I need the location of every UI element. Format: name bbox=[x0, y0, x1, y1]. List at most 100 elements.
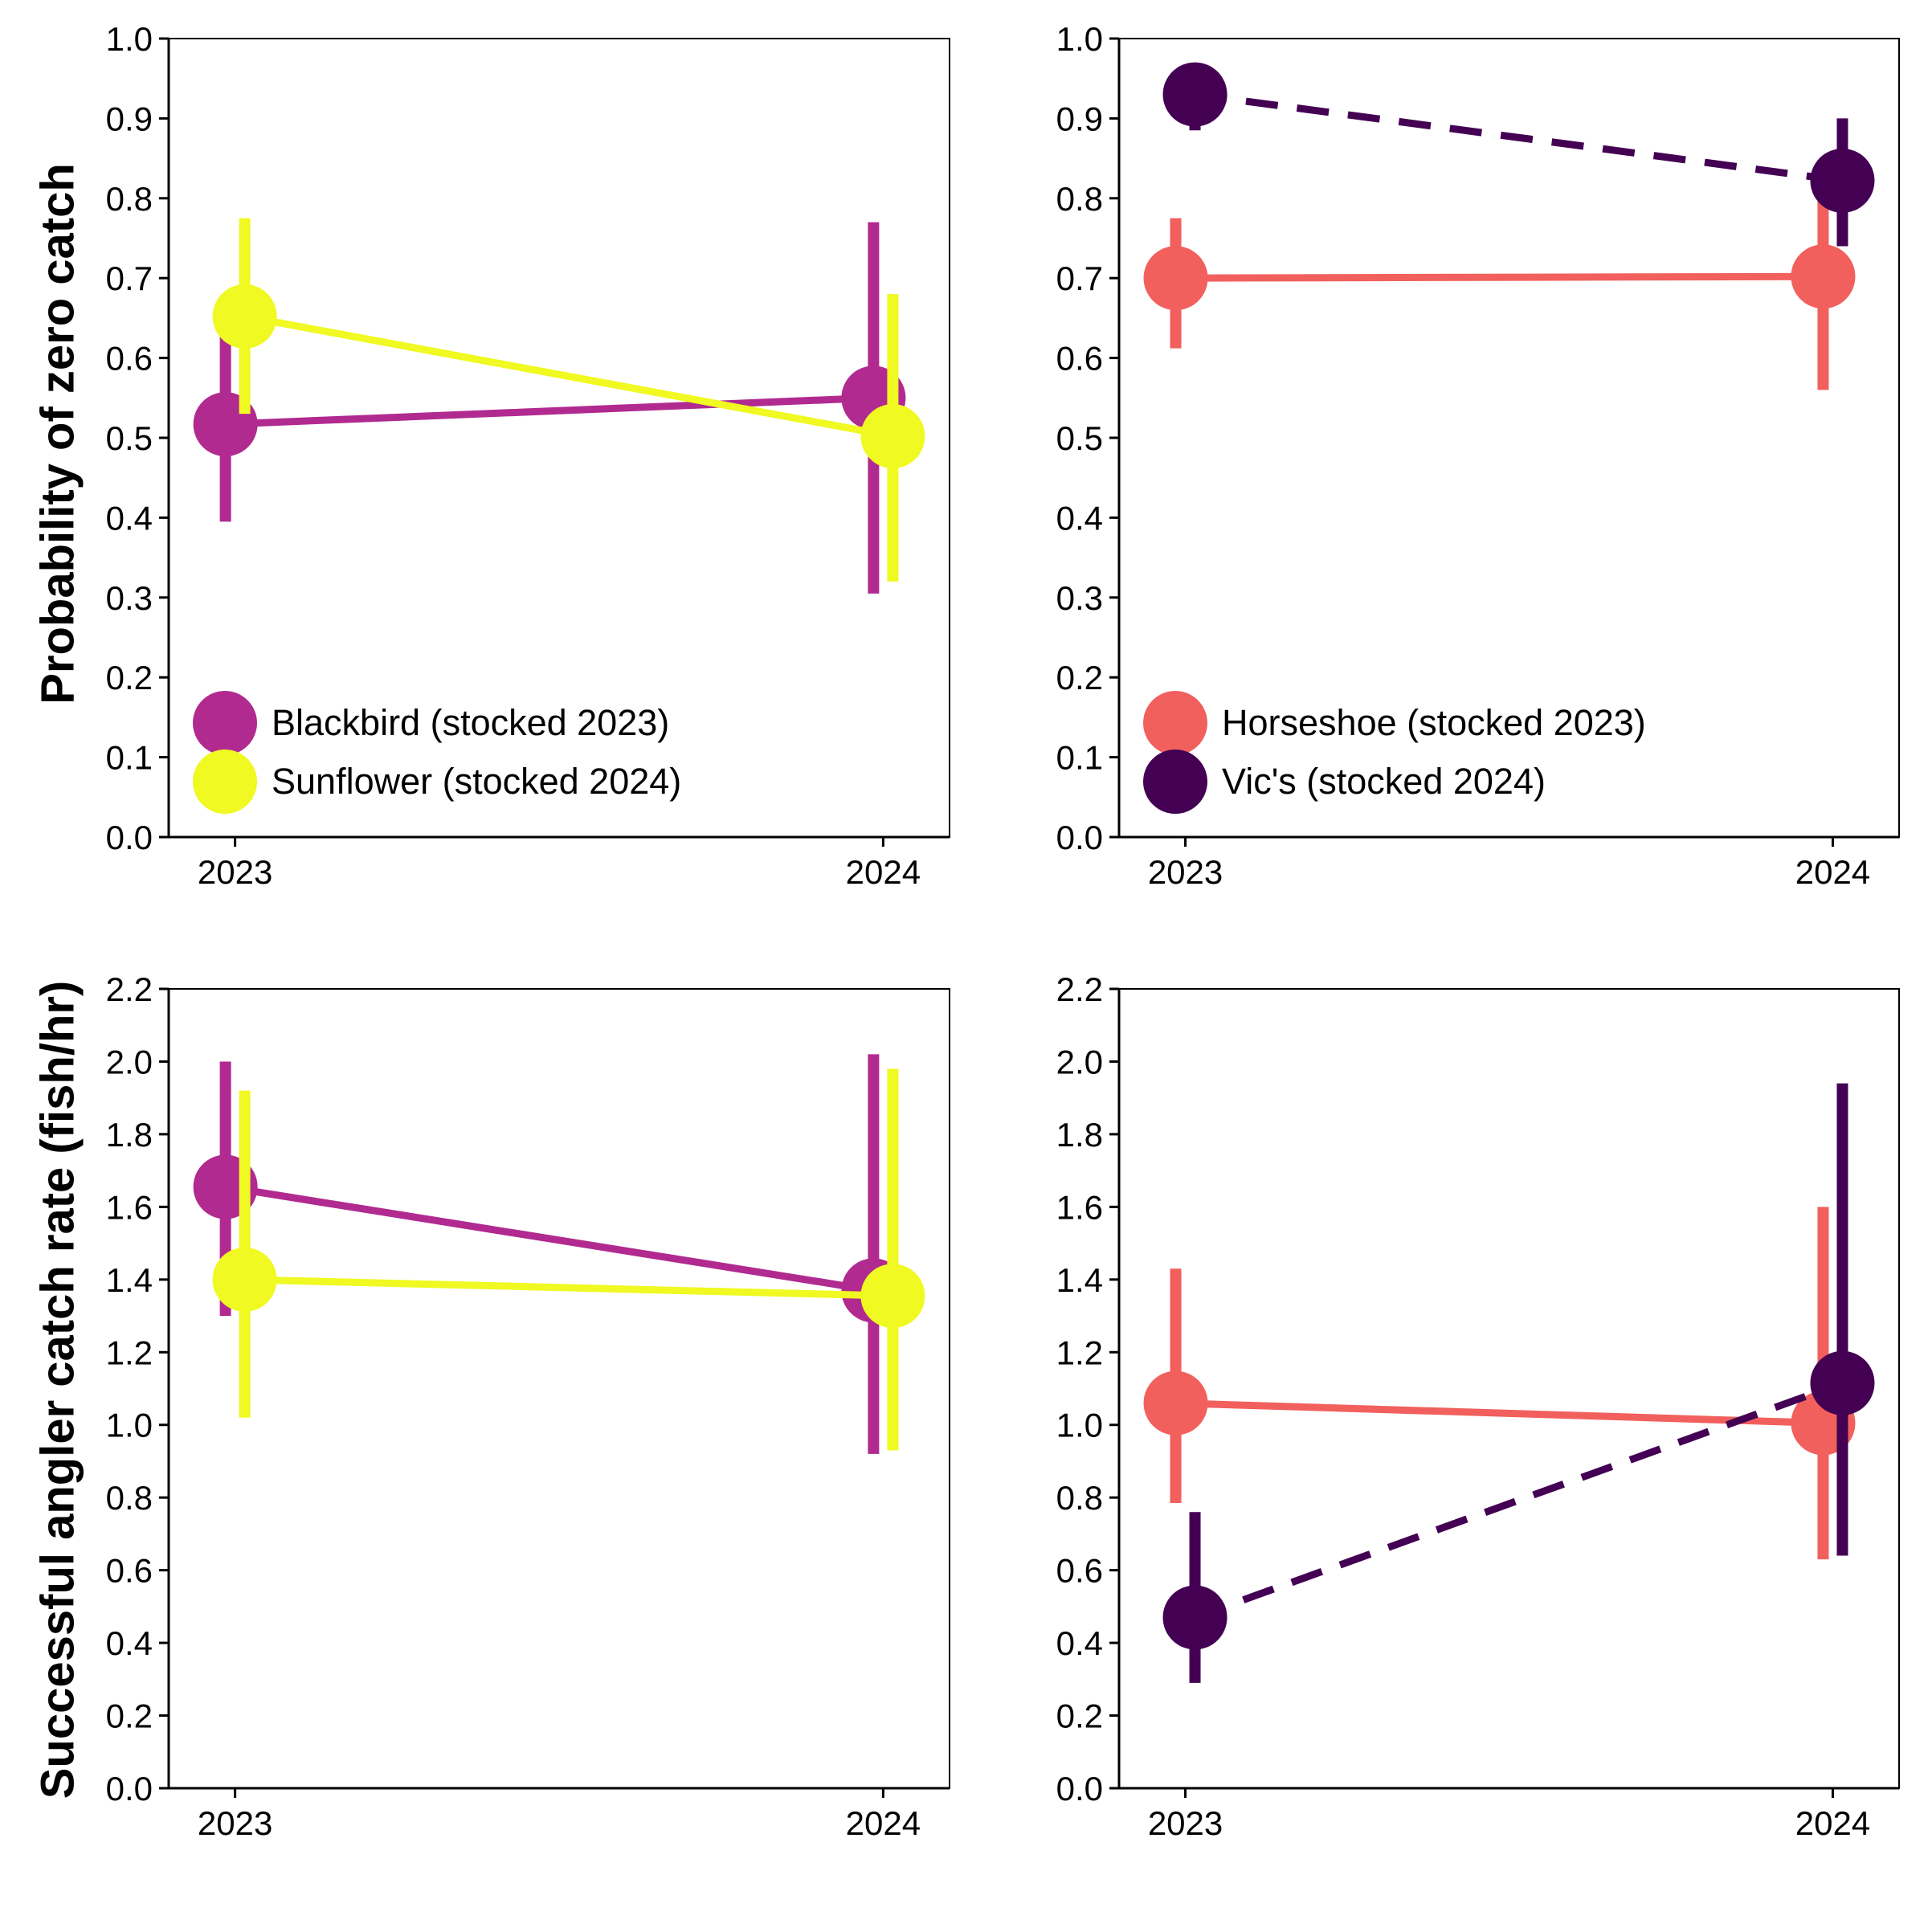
data-point bbox=[212, 284, 277, 349]
series-line bbox=[225, 394, 874, 428]
y-tick-label: 1.6 bbox=[1056, 1188, 1103, 1226]
legend: Blackbird (stocked 2023) Sunflower (stock… bbox=[193, 691, 681, 814]
y-tick-label: 0.0 bbox=[1056, 819, 1103, 856]
series-sunflower bbox=[212, 1068, 925, 1451]
y-tick-label: 1.2 bbox=[1056, 1334, 1103, 1371]
data-point bbox=[1143, 246, 1208, 311]
y-tick-label: 0.1 bbox=[106, 739, 153, 777]
y-tick-label: 0.4 bbox=[106, 499, 153, 537]
x-tick-label: 2024 bbox=[846, 853, 921, 891]
y-tick-label: 0.6 bbox=[1056, 340, 1103, 378]
x-tick-label: 2023 bbox=[1148, 853, 1223, 891]
data-point bbox=[1143, 1370, 1208, 1436]
y-tick-label: 0.8 bbox=[1056, 180, 1103, 218]
series-line bbox=[1194, 1379, 1844, 1621]
series-line bbox=[224, 1183, 875, 1294]
y-tick-label: 0.0 bbox=[106, 1770, 153, 1807]
series-vics bbox=[1162, 1083, 1875, 1683]
y-tick-label: 1.4 bbox=[1056, 1261, 1103, 1299]
y-axis-title-top: Probability of zero catch bbox=[31, 163, 84, 705]
y-tick-label: 0.2 bbox=[106, 1697, 153, 1735]
y-tick-label: 0.8 bbox=[106, 180, 153, 218]
legend-label: Vic's (stocked 2024) bbox=[1222, 761, 1546, 802]
data-point bbox=[860, 1264, 925, 1329]
y-tick-label: 0.3 bbox=[1056, 579, 1103, 617]
y-tick-label: 1.0 bbox=[1056, 1407, 1103, 1444]
y-tick-label: 1.0 bbox=[106, 20, 153, 58]
legend-label: Horseshoe (stocked 2023) bbox=[1222, 702, 1646, 743]
legend-label: Sunflower (stocked 2024) bbox=[272, 761, 681, 802]
y-tick-label: 0.5 bbox=[106, 419, 153, 457]
plot-frame bbox=[168, 988, 950, 1789]
panel-bottom-left: 0.0 0.2 0.4 0.6 0.8 1.0 1.2 1.4 1.6 1.8 2.0 2.2 2023… bbox=[106, 970, 950, 1842]
series-line bbox=[1175, 272, 1824, 282]
plot-frame bbox=[1118, 988, 1900, 1789]
data-point bbox=[1810, 1350, 1875, 1415]
legend-marker bbox=[1143, 750, 1207, 814]
legend-label: Blackbird (stocked 2023) bbox=[272, 702, 669, 743]
data-point bbox=[1162, 1585, 1227, 1650]
x-tick-label: 2024 bbox=[1795, 1804, 1870, 1842]
legend: Horseshoe (stocked 2023) Vic's (stocked 2… bbox=[1143, 691, 1646, 814]
y-tick-label: 0.2 bbox=[1056, 659, 1103, 696]
y-tick-label: 0.8 bbox=[1056, 1479, 1103, 1517]
y-tick-label: 1.6 bbox=[106, 1188, 153, 1226]
series-vics bbox=[1162, 62, 1875, 247]
y-tick-label: 0.6 bbox=[106, 1552, 153, 1590]
x-tick-label: 2023 bbox=[198, 1804, 272, 1842]
y-tick-label: 0.0 bbox=[106, 819, 153, 856]
y-tick-label: 2.0 bbox=[106, 1043, 153, 1080]
y-tick-label: 1.8 bbox=[106, 1116, 153, 1154]
x-tick-label: 2023 bbox=[1148, 1804, 1223, 1842]
y-tick-label: 2.0 bbox=[1056, 1043, 1103, 1080]
legend-marker bbox=[193, 750, 257, 814]
series-blackbird bbox=[193, 222, 906, 594]
y-tick-label: 0.6 bbox=[106, 340, 153, 378]
legend-marker bbox=[1143, 691, 1207, 755]
y-tick-label: 0.6 bbox=[1056, 1552, 1103, 1590]
series-line bbox=[1175, 1399, 1824, 1427]
panel-bottom-right: 0.0 0.2 0.4 0.6 0.8 1.0 1.2 1.4 1.6 1.8 2.0 2.2 2023… bbox=[1056, 970, 1900, 1842]
y-tick-label: 2.2 bbox=[106, 970, 153, 1008]
y-tick-label: 0.5 bbox=[1056, 419, 1103, 457]
panel-top-right: 0.0 0.1 0.2 0.3 0.4 0.5 0.6 0.7 0.8 0.9 1.0 2023 202… bbox=[1056, 20, 1900, 891]
series-sunflower bbox=[212, 218, 925, 582]
series-line bbox=[243, 312, 894, 440]
x-tick-label: 2024 bbox=[846, 1804, 921, 1842]
y-tick-label: 0.2 bbox=[1056, 1697, 1103, 1735]
y-tick-label: 0.0 bbox=[1056, 1770, 1103, 1807]
y-tick-label: 0.3 bbox=[106, 579, 153, 617]
legend-marker bbox=[193, 691, 257, 755]
y-tick-label: 0.4 bbox=[106, 1624, 153, 1662]
y-tick-label: 1.4 bbox=[106, 1261, 153, 1299]
y-tick-label: 0.2 bbox=[106, 659, 153, 696]
x-tick-label: 2024 bbox=[1795, 853, 1870, 891]
y-tick-label: 0.1 bbox=[1056, 739, 1103, 777]
y-tick-label: 0.9 bbox=[106, 100, 153, 137]
y-tick-label: 1.0 bbox=[1056, 20, 1103, 58]
series-blackbird bbox=[193, 1054, 906, 1454]
data-point bbox=[212, 1247, 277, 1312]
y-tick-label: 2.2 bbox=[1056, 970, 1103, 1008]
data-point bbox=[1791, 244, 1856, 309]
series-line bbox=[1194, 91, 1844, 185]
x-tick-label: 2023 bbox=[198, 853, 272, 891]
y-tick-label: 0.7 bbox=[106, 259, 153, 297]
y-tick-label: 1.8 bbox=[1056, 1116, 1103, 1154]
data-point bbox=[860, 404, 925, 469]
y-tick-label: 0.8 bbox=[106, 1479, 153, 1517]
y-tick-label: 1.0 bbox=[106, 1407, 153, 1444]
y-axis-title-bottom: Successful angler catch rate (fish/hr) bbox=[31, 980, 84, 1799]
series-horseshoe bbox=[1143, 190, 1856, 390]
data-point bbox=[1810, 148, 1875, 213]
data-point bbox=[1162, 62, 1227, 127]
y-tick-label: 0.4 bbox=[1056, 1624, 1103, 1662]
series-line bbox=[244, 1276, 893, 1300]
y-tick-label: 0.4 bbox=[1056, 499, 1103, 537]
panel-top-left: 0.0 0.1 0.2 0.3 0.4 0.5 0.6 0.7 0.8 0.9 1.0 2023 202… bbox=[106, 20, 950, 891]
y-tick-label: 0.9 bbox=[1056, 100, 1103, 137]
y-tick-label: 1.2 bbox=[106, 1334, 153, 1371]
y-tick-label: 0.7 bbox=[1056, 259, 1103, 297]
